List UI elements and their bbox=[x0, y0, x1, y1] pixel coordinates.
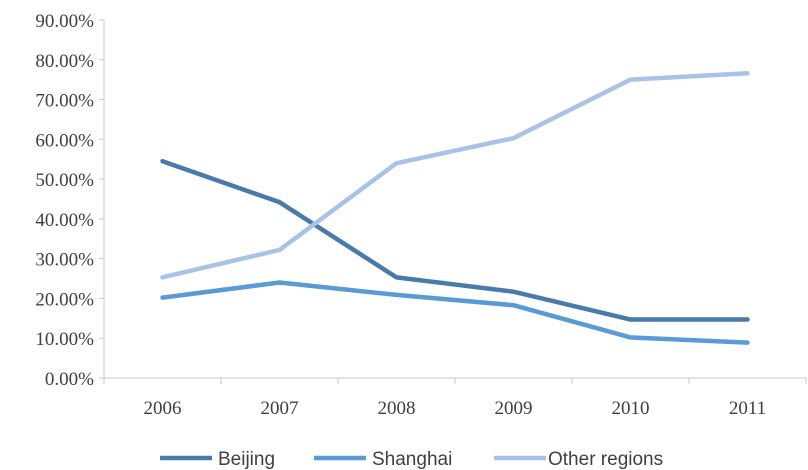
y-tick-label: 50.00% bbox=[35, 170, 94, 191]
legend-label-shanghai: Shanghai bbox=[372, 449, 452, 470]
legend-label-other-regions: Other regions bbox=[548, 449, 663, 470]
y-tick-label: 90.00% bbox=[35, 11, 94, 32]
y-tick-label: 80.00% bbox=[35, 51, 94, 72]
series-line-other-regions bbox=[160, 71, 750, 280]
series-line-beijing bbox=[160, 158, 750, 322]
series-lines bbox=[160, 71, 750, 345]
y-tick-label: 40.00% bbox=[35, 210, 94, 231]
x-tick-label: 2007 bbox=[261, 398, 299, 419]
x-tick-label: 2010 bbox=[612, 398, 650, 419]
x-axis: 2006 2007 2008 2009 2010 2011 bbox=[103, 377, 807, 419]
y-tick-label: 20.00% bbox=[35, 289, 94, 310]
y-tick-label: 10.00% bbox=[35, 329, 94, 350]
legend: Beijing Shanghai Other regions bbox=[160, 449, 663, 470]
y-axis: 0.00% 10.00% 20.00% 30.00% 40.00% 50.00% 60.00… bbox=[35, 11, 105, 390]
series-line-shanghai bbox=[160, 280, 750, 345]
y-tick-label: 30.00% bbox=[35, 250, 94, 271]
x-tick-label: 2011 bbox=[729, 398, 766, 419]
y-tick-label: 70.00% bbox=[35, 91, 94, 112]
x-tick-label: 2009 bbox=[495, 398, 533, 419]
legend-label-beijing: Beijing bbox=[218, 449, 275, 470]
x-tick-label: 2006 bbox=[144, 398, 182, 419]
y-tick-label: 60.00% bbox=[35, 130, 94, 151]
y-tick-label: 0.00% bbox=[45, 369, 94, 390]
x-tick-label: 2008 bbox=[378, 398, 416, 419]
